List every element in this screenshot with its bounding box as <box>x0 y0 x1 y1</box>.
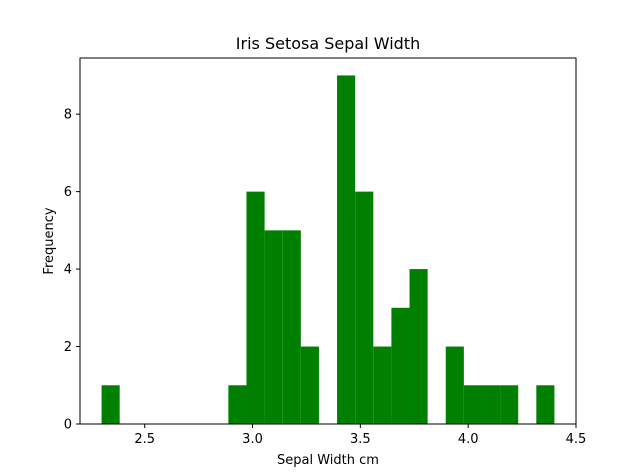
x-axis-ticks: 2.5 3.0 3.5 4.0 4.5 <box>134 424 586 447</box>
x-tick-label: 4.5 <box>566 432 587 447</box>
chart-title: Iris Setosa Sepal Width <box>236 34 420 53</box>
bars-group <box>101 75 555 424</box>
y-tick-label: 2 <box>64 340 72 355</box>
plot-frame <box>79 57 577 425</box>
histogram-bar <box>101 385 120 424</box>
y-axis-label: Frequency <box>42 207 57 274</box>
histogram-bar <box>282 230 301 424</box>
y-axis-ticks: 0 2 4 6 8 <box>64 108 80 433</box>
histogram-bar <box>391 307 410 424</box>
histogram-bar <box>500 385 519 424</box>
y-tick-label: 4 <box>64 263 72 278</box>
histogram-bar <box>246 191 265 424</box>
x-tick-label: 2.5 <box>134 432 155 447</box>
y-tick-label: 0 <box>64 418 72 433</box>
histogram-bar <box>355 191 374 424</box>
histogram-bar <box>481 385 501 424</box>
y-tick-label: 8 <box>64 108 72 123</box>
histogram-bar <box>445 346 464 424</box>
histogram-bar <box>264 230 283 424</box>
x-tick-label: 4.0 <box>458 432 479 447</box>
histogram-bar <box>373 346 392 424</box>
histogram-bar <box>409 269 428 424</box>
histogram-bar <box>463 385 482 424</box>
x-tick-label: 3.0 <box>242 432 263 447</box>
histogram-bar <box>536 385 555 424</box>
histogram-bar <box>228 385 247 424</box>
x-tick-label: 3.5 <box>350 432 371 447</box>
x-axis-label: Sepal Width cm <box>277 453 379 468</box>
histogram-bar <box>337 75 356 424</box>
y-tick-label: 6 <box>64 185 72 200</box>
histogram-bar <box>300 346 319 424</box>
